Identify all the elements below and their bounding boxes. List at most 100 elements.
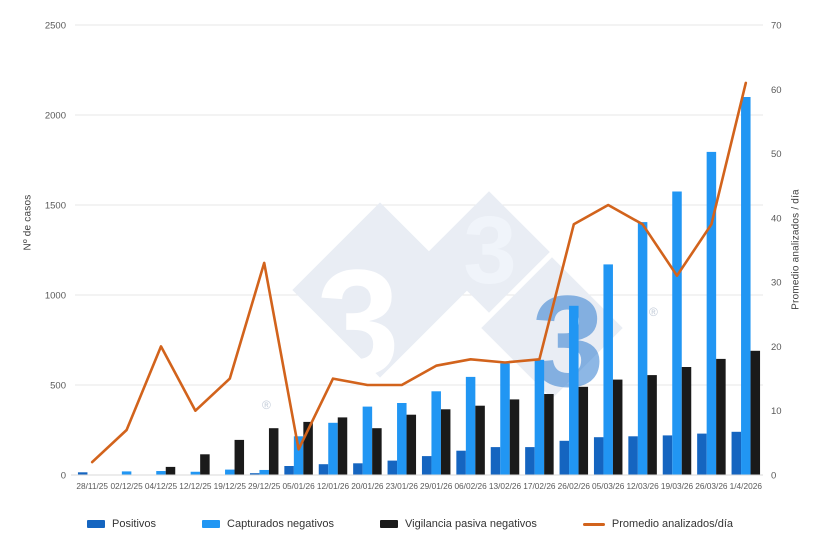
x-tick-23/01/26: 23/01/26 [386, 481, 419, 491]
bar-positivos-1/4/2026[interactable] [731, 431, 742, 475]
legend-label-capturados-negativos: Capturados negativos [227, 518, 335, 530]
x-tick-05/03/26: 05/03/26 [592, 481, 625, 491]
bar-vigilancia-pasiva-negativos-20/01/26[interactable] [372, 428, 382, 475]
y-right-tick-60: 60 [771, 85, 782, 96]
bar-capturados-negativos-02/12/25[interactable] [121, 471, 132, 475]
y-right-tick-40: 40 [771, 213, 782, 224]
bar-vigilancia-pasiva-negativos-04/12/25[interactable] [165, 466, 176, 475]
x-tick-06/02/26: 06/02/26 [454, 481, 487, 491]
bar-vigilancia-pasiva-negativos-05/01/26[interactable] [303, 421, 313, 475]
legend-label-promedio-analizados-d-a: Promedio analizados/día [611, 518, 733, 530]
x-tick-29/12/25: 29/12/25 [248, 481, 281, 491]
bar-vigilancia-pasiva-negativos-29/01/26[interactable] [440, 409, 451, 475]
x-tick-19/03/26: 19/03/26 [661, 481, 694, 491]
bar-vigilancia-pasiva-negativos-19/12/25[interactable] [234, 439, 245, 475]
bar-vigilancia-pasiva-negativos-26/02/26[interactable] [578, 386, 589, 475]
bar-capturados-negativos-23/01/26[interactable] [397, 403, 407, 475]
legend-swatch-promedio-analizados-d-a [582, 522, 605, 526]
bar-positivos-29/12/25[interactable] [249, 473, 260, 475]
bar-capturados-negativos-17/02/26[interactable] [534, 359, 545, 475]
bar-positivos-12/01/26[interactable] [318, 464, 329, 475]
x-tick-04/12/25: 04/12/25 [145, 481, 178, 491]
legend-item-promedio-analizados-d-a[interactable]: Promedio analizados/día [582, 518, 733, 530]
bar-vigilancia-pasiva-negativos-13/02/26[interactable] [509, 399, 520, 475]
bar-capturados-negativos-06/02/26[interactable] [465, 376, 476, 475]
legend-swatch-positivos [86, 520, 105, 528]
watermark-diamond-1 [292, 202, 468, 378]
y-left-tick-1000: 1000 [45, 291, 66, 302]
x-tick-26/03/26: 26/03/26 [695, 481, 728, 491]
legend-item-capturados-negativos[interactable]: Capturados negativos [202, 518, 334, 530]
watermark-registered-2: ® [649, 305, 658, 319]
legend-item-positivos[interactable]: Positivos [86, 518, 156, 530]
bar-capturados-negativos-05/01/26[interactable] [293, 436, 304, 475]
bar-vigilancia-pasiva-negativos-17/02/26[interactable] [544, 394, 554, 475]
bar-positivos-20/01/26[interactable] [353, 463, 363, 475]
bar-capturados-negativos-29/12/25[interactable] [259, 469, 269, 475]
x-tick-12/03/26: 12/03/26 [626, 481, 659, 491]
y-left-tick-1500: 1500 [45, 201, 66, 212]
bar-capturados-negativos-20/01/26[interactable] [362, 406, 373, 475]
bar-positivos-12/03/26[interactable] [628, 436, 638, 475]
bar-capturados-negativos-26/03/26[interactable] [706, 151, 717, 475]
bar-positivos-06/02/26[interactable] [456, 450, 466, 475]
bar-positivos-26/02/26[interactable] [559, 440, 570, 475]
y-left-tick-2500: 2500 [45, 21, 66, 32]
x-tick-02/12/25: 02/12/25 [110, 481, 143, 491]
y-right-tick-20: 20 [771, 342, 782, 353]
bar-capturados-negativos-12/12/25[interactable] [190, 471, 201, 475]
x-tick-12/12/25: 12/12/25 [179, 481, 212, 491]
bar-capturados-negativos-19/12/25[interactable] [225, 469, 235, 475]
legend-swatch-vigilancia-pasiva-negativos [380, 520, 399, 528]
bar-vigilancia-pasiva-negativos-23/01/26[interactable] [406, 414, 417, 475]
bar-vigilancia-pasiva-negativos-1/4/2026[interactable] [750, 350, 761, 475]
x-tick-29/01/26: 29/01/26 [420, 481, 453, 491]
y-axis-title-left: Nº de casos [22, 194, 34, 251]
bar-capturados-negativos-19/03/26[interactable] [672, 191, 682, 476]
watermark-three-1: 3 [316, 238, 399, 406]
bar-vigilancia-pasiva-negativos-05/03/26[interactable] [612, 379, 623, 475]
bar-vigilancia-pasiva-negativos-19/03/26[interactable] [681, 367, 692, 475]
bar-positivos-05/03/26[interactable] [593, 437, 604, 475]
x-tick-19/12/25: 19/12/25 [214, 481, 247, 491]
bar-vigilancia-pasiva-negativos-12/03/26[interactable] [647, 375, 657, 475]
bar-capturados-negativos-29/01/26[interactable] [431, 391, 441, 475]
bar-capturados-negativos-04/12/25[interactable] [156, 471, 166, 475]
bar-positivos-17/02/26[interactable] [525, 447, 535, 475]
y-right-tick-10: 10 [771, 406, 782, 417]
chart-legend: Positivos Capturados negativos Vigilancia … [0, 518, 820, 530]
y-left-tick-2000: 2000 [45, 111, 66, 122]
bar-capturados-negativos-13/02/26[interactable] [500, 363, 510, 475]
bar-positivos-29/01/26[interactable] [421, 456, 432, 475]
bar-capturados-negativos-12/01/26[interactable] [328, 422, 338, 475]
bar-positivos-13/02/26[interactable] [490, 447, 501, 475]
y-left-tick-500: 500 [50, 381, 66, 392]
bar-vigilancia-pasiva-negativos-29/12/25[interactable] [268, 428, 279, 475]
x-tick-26/02/26: 26/02/26 [558, 481, 591, 491]
bar-capturados-negativos-1/4/2026[interactable] [741, 97, 751, 475]
bar-capturados-negativos-05/03/26[interactable] [603, 264, 613, 475]
line-promedio-analizados-d-a[interactable] [90, 81, 748, 464]
bar-capturados-negativos-26/02/26[interactable] [569, 305, 579, 475]
bar-positivos-05/01/26[interactable] [284, 466, 294, 475]
x-tick-13/02/26: 13/02/26 [489, 481, 522, 491]
bar-vigilancia-pasiva-negativos-06/02/26[interactable] [475, 405, 485, 475]
x-tick-05/01/26: 05/01/26 [282, 481, 315, 491]
bar-vigilancia-pasiva-negativos-26/03/26[interactable] [716, 358, 726, 475]
legend-label-vigilancia-pasiva-negativos: Vigilancia pasiva negativos [405, 518, 537, 530]
bar-vigilancia-pasiva-negativos-12/12/25[interactable] [200, 454, 210, 475]
bar-positivos-23/01/26[interactable] [387, 460, 398, 475]
watermark-diamond-2 [428, 191, 550, 313]
bar-capturados-negativos-12/03/26[interactable] [637, 222, 648, 475]
x-tick-1/4/2026: 1/4/2026 [730, 481, 763, 491]
bar-positivos-19/03/26[interactable] [662, 435, 673, 475]
bar-positivos-26/03/26[interactable] [697, 433, 707, 475]
x-tick-17/02/26: 17/02/26 [523, 481, 556, 491]
bar-positivos-28/11/25[interactable] [77, 472, 88, 475]
y-left-tick-0: 0 [61, 471, 66, 482]
watermark-registered-1: ® [262, 398, 271, 412]
bar-vigilancia-pasiva-negativos-12/01/26[interactable] [337, 417, 348, 475]
legend-item-vigilancia-pasiva-negativos[interactable]: Vigilancia pasiva negativos [380, 518, 537, 530]
